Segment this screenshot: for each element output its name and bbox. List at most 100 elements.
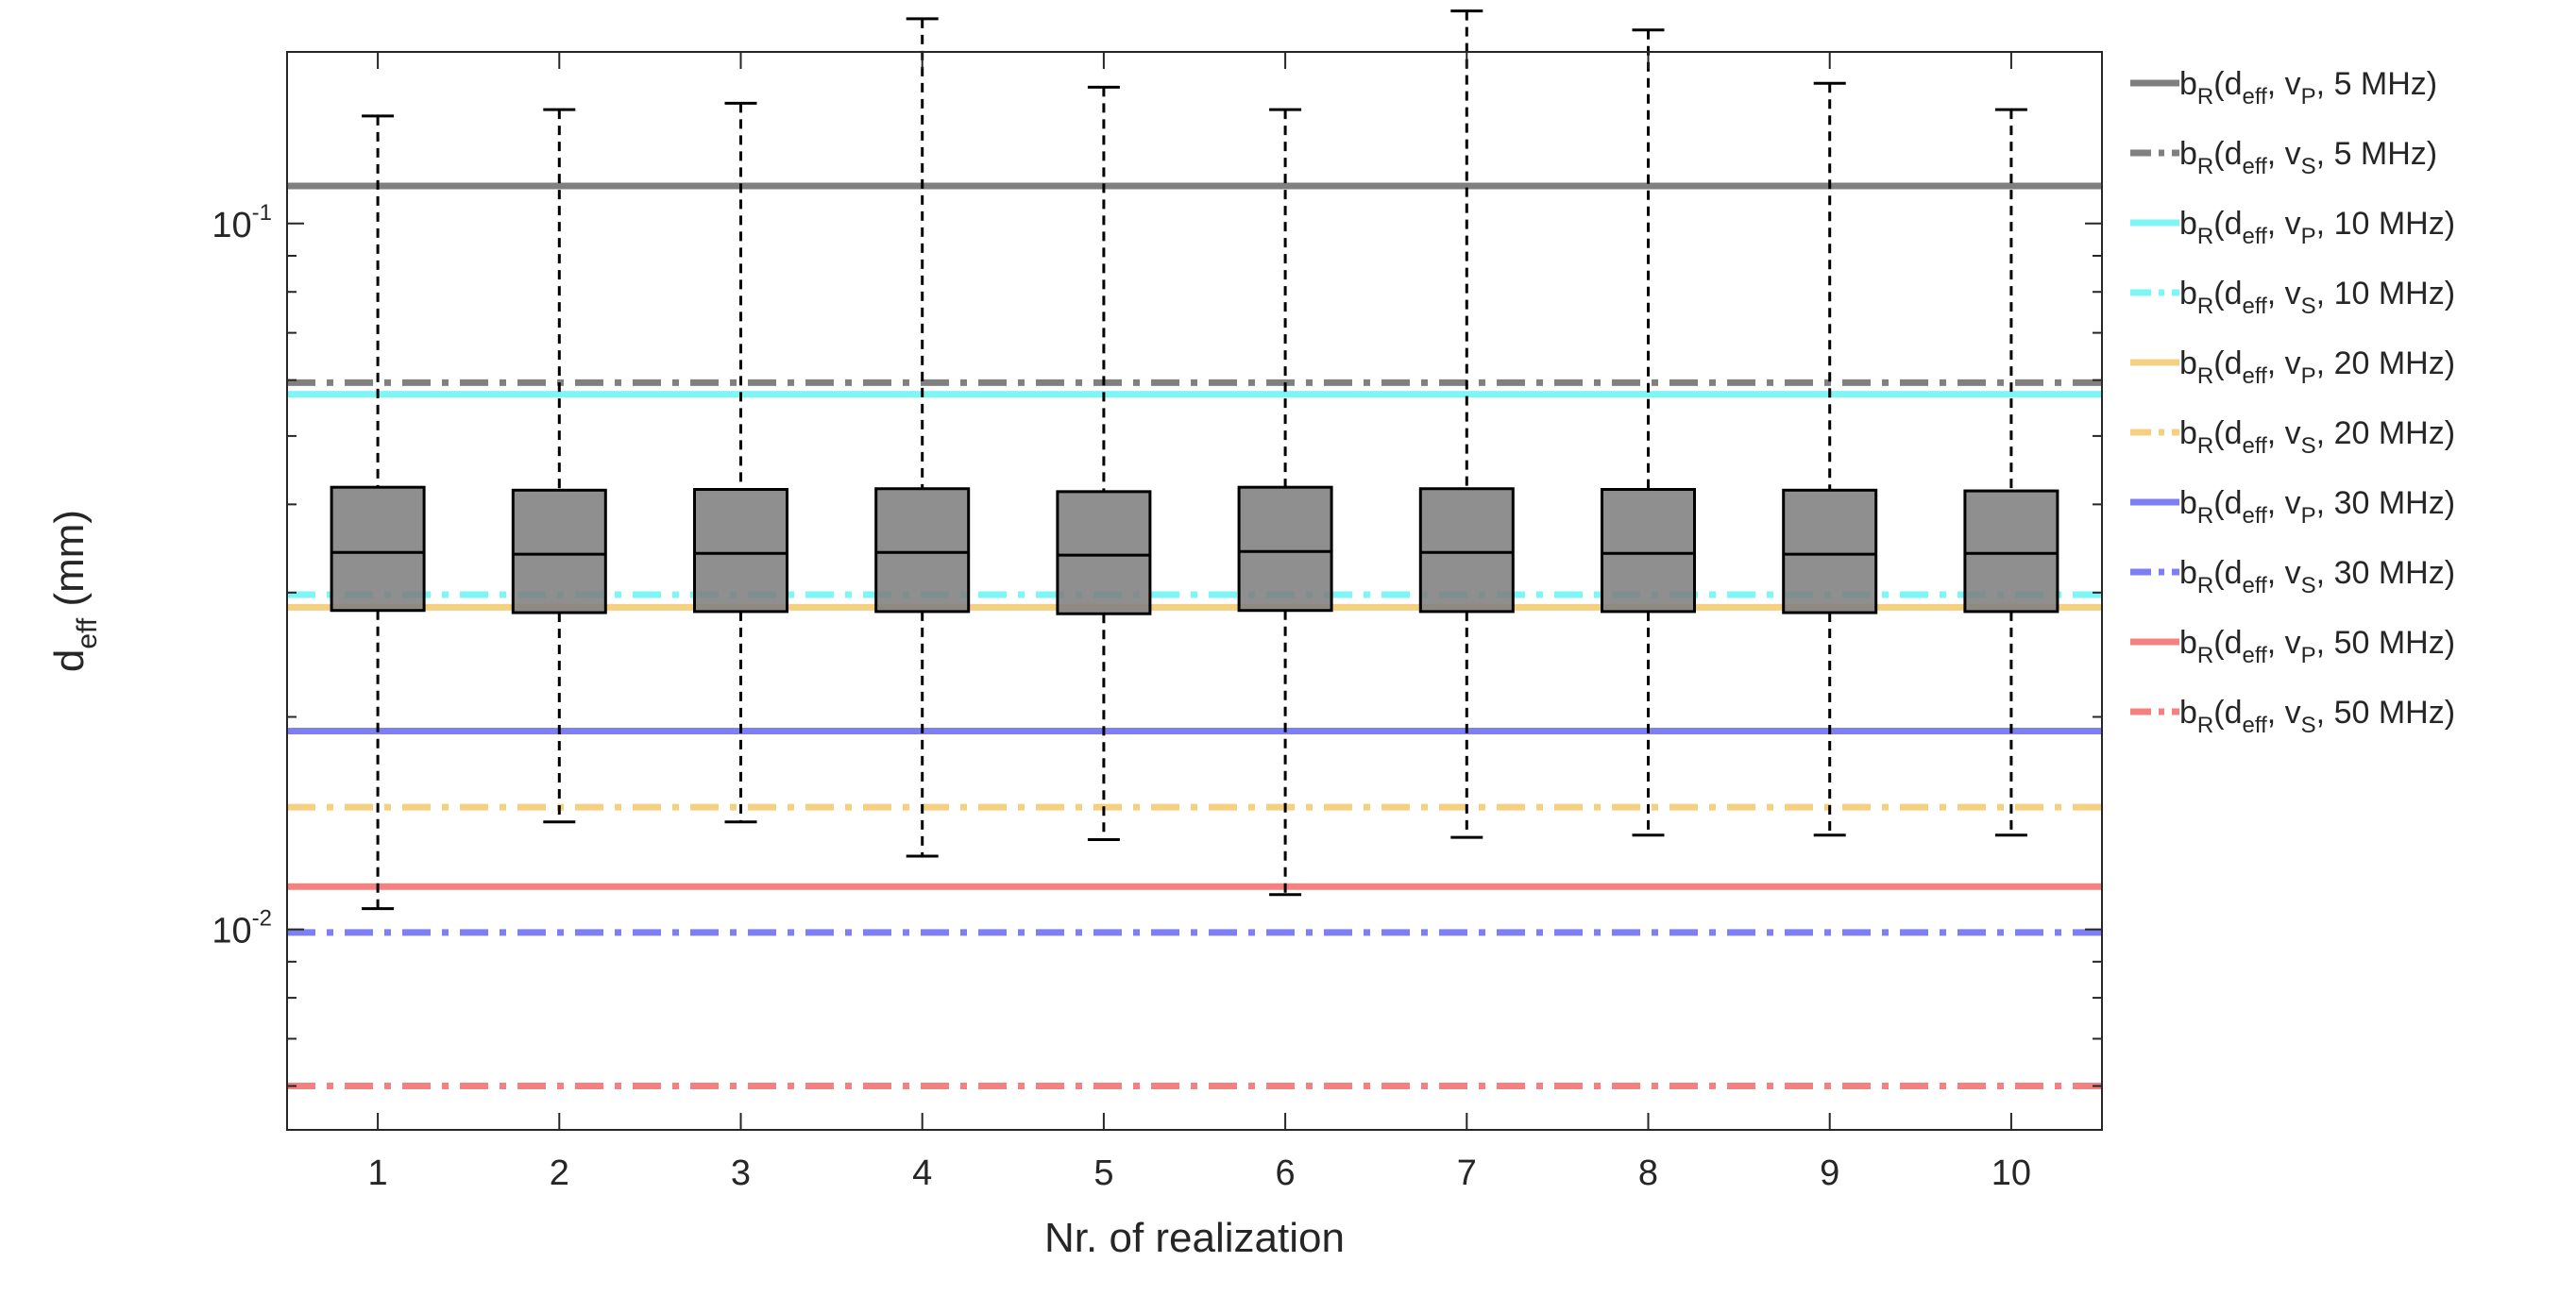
legend-text-part: eff <box>2243 363 2268 389</box>
box-6 <box>1237 108 1333 897</box>
box-5 <box>1056 85 1152 842</box>
legend-text-part: , 5 MHz) <box>2316 136 2437 172</box>
legend-text-part: eff <box>2243 433 2268 459</box>
legend-text-part: R <box>2197 713 2213 738</box>
legend-label: bR(deff, vP, 50 MHz) <box>2179 625 2455 668</box>
legend-text-part: P <box>2301 503 2316 529</box>
box-iqr <box>511 488 607 614</box>
y-tick-exponent: -1 <box>252 200 272 226</box>
legend-text-part: eff <box>2243 713 2268 738</box>
x-tick-label: 5 <box>1093 1153 1113 1193</box>
box-7 <box>1418 9 1515 839</box>
legend-text-part: , 30 MHz) <box>2316 485 2455 521</box>
box-iqr <box>1963 489 2059 614</box>
legend-text-part: , v <box>2267 136 2301 172</box>
legend-label: bR(deff, vP, 20 MHz) <box>2179 345 2455 389</box>
legend-text-part: P <box>2301 84 2316 109</box>
legend-text-part: eff <box>2243 224 2268 249</box>
axis-labels: Nr. of realization deff (mm) <box>46 510 1345 1261</box>
legend-text-part: , v <box>2267 555 2301 591</box>
box-1 <box>330 114 426 911</box>
axes: 10-110-21 2 3 4 5 6 7 8 9 10 <box>212 51 2103 1193</box>
box-plots <box>330 9 2059 911</box>
legend-text-part: S <box>2301 713 2316 738</box>
legend-label: bR(deff, vS, 5 MHz) <box>2179 136 2437 179</box>
x-tick-label: 2 <box>550 1153 569 1193</box>
box-8 <box>1601 28 1696 837</box>
x-tick-label: 8 <box>1638 1153 1658 1193</box>
legend-text-part: (d <box>2213 345 2242 381</box>
legend-text-part: eff <box>2243 84 2268 109</box>
x-tick-label: 9 <box>1820 1153 1839 1193</box>
legend-text-part: , v <box>2267 66 2301 102</box>
legend-text-part: P <box>2301 363 2316 389</box>
legend-text-part: P <box>2301 643 2316 668</box>
legend-label: bR(deff, vP, 5 MHz) <box>2179 66 2437 109</box>
y-axis-label-unit: (mm) <box>46 510 93 618</box>
legend-text-part: R <box>2197 154 2213 179</box>
legend-entry-8: bR(deff, vS, 30 MHz) <box>2130 555 2455 598</box>
legend-text-part: b <box>2179 345 2197 381</box>
legend-text-part: b <box>2179 276 2197 311</box>
x-axis-label: Nr. of realization <box>1044 1215 1345 1261</box>
legend-text-part: (d <box>2213 276 2242 311</box>
plot-frame <box>286 51 2103 1131</box>
legend-text-part: , v <box>2267 415 2301 451</box>
legend-text-part: b <box>2179 625 2197 661</box>
box-iqr <box>330 485 426 613</box>
legend-entry-4: bR(deff, vS, 10 MHz) <box>2130 276 2455 319</box>
legend-text-part: S <box>2301 154 2316 179</box>
legend-text-part: , 50 MHz) <box>2316 695 2455 731</box>
legend-text-part: b <box>2179 66 2197 102</box>
legend-text-part: R <box>2197 643 2213 668</box>
x-tick-label: 1 <box>368 1153 388 1193</box>
legend-entry-10: bR(deff, vS, 50 MHz) <box>2130 695 2455 738</box>
box-iqr <box>693 488 788 614</box>
legend-entry-5: bR(deff, vP, 20 MHz) <box>2130 345 2455 389</box>
box-iqr <box>1237 485 1333 613</box>
legend-text-part: , 5 MHz) <box>2316 66 2437 102</box>
legend-text-part: b <box>2179 485 2197 521</box>
legend-text-part: eff <box>2243 573 2268 598</box>
legend-text-part: , 50 MHz) <box>2316 625 2455 661</box>
legend-text-part: (d <box>2213 66 2242 102</box>
legend-text-part: , v <box>2267 485 2301 521</box>
y-axis-label: deff (mm) <box>46 510 103 672</box>
legend-text-part: b <box>2179 695 2197 731</box>
y-tick-label: 10-2 <box>212 906 272 951</box>
legend-label: bR(deff, vS, 30 MHz) <box>2179 555 2455 598</box>
legend-text-part: , 20 MHz) <box>2316 415 2455 451</box>
y-tick-label: 10-1 <box>212 200 272 245</box>
legend-text-part: P <box>2301 224 2316 249</box>
legend-entry-7: bR(deff, vP, 30 MHz) <box>2130 485 2455 529</box>
legend-text-part: eff <box>2243 503 2268 529</box>
legend-label: bR(deff, vP, 30 MHz) <box>2179 485 2455 529</box>
y-tick-base: 10 <box>212 206 251 245</box>
legend-text-part: R <box>2197 433 2213 459</box>
legend-text-part: R <box>2197 224 2213 249</box>
legend-text-part: (d <box>2213 415 2242 451</box>
x-tick-label: 3 <box>731 1153 751 1193</box>
legend-text-part: R <box>2197 573 2213 598</box>
legend-text-part: R <box>2197 84 2213 109</box>
box-4 <box>874 17 971 858</box>
legend-text-part: , v <box>2267 345 2301 381</box>
box-iqr <box>1782 488 1878 614</box>
legend-text-part: S <box>2301 573 2316 598</box>
legend-label: bR(deff, vS, 50 MHz) <box>2179 695 2455 738</box>
y-tick-exponent: -2 <box>252 906 272 932</box>
legend-text-part: (d <box>2213 206 2242 242</box>
y-tick-base: 10 <box>212 912 251 951</box>
legend-entry-6: bR(deff, vS, 20 MHz) <box>2130 415 2455 459</box>
legend-entry-2: bR(deff, vS, 5 MHz) <box>2130 136 2437 179</box>
legend-entry-1: bR(deff, vP, 5 MHz) <box>2130 66 2437 109</box>
legend: bR(deff, vP, 5 MHz)bR(deff, vS, 5 MHz)bR… <box>2130 66 2455 738</box>
legend-text-part: S <box>2301 433 2316 459</box>
legend-text-part: S <box>2301 294 2316 319</box>
legend-entry-3: bR(deff, vP, 10 MHz) <box>2130 206 2455 249</box>
legend-text-part: (d <box>2213 136 2242 172</box>
legend-text-part: R <box>2197 294 2213 319</box>
legend-text-part: (d <box>2213 625 2242 661</box>
legend-text-part: , v <box>2267 625 2301 661</box>
